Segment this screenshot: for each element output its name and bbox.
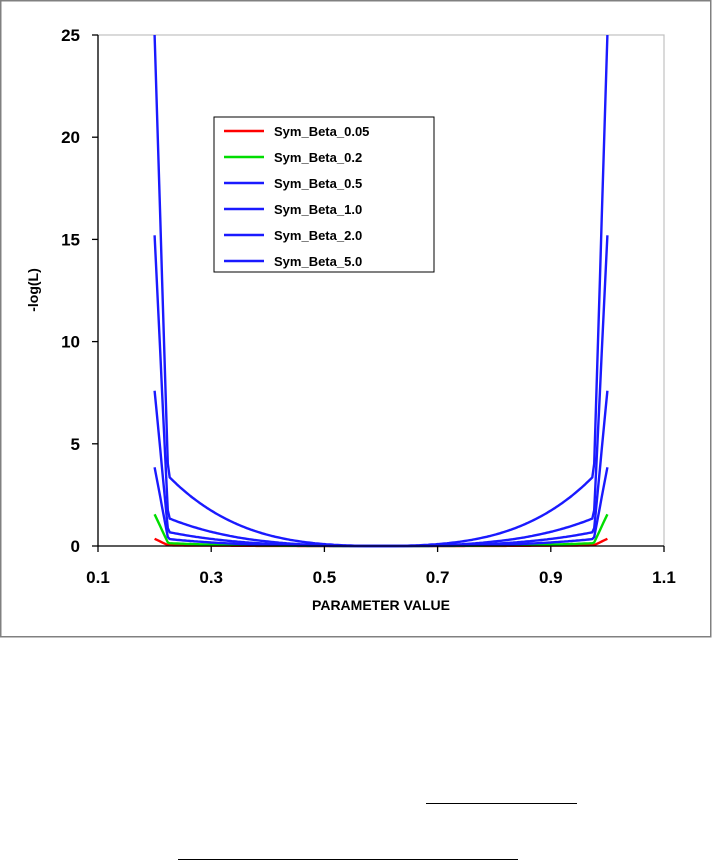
x-tick-label: 0.1 (86, 568, 110, 587)
legend-label: Sym_Beta_5.0 (274, 254, 362, 269)
legend-label: Sym_Beta_0.05 (274, 124, 369, 139)
y-tick-label: 5 (71, 435, 80, 454)
tick-layer: 0.1 0.3 0.5 0.7 0.9 1.1 0 5 10 15 20 25 (61, 26, 676, 587)
y-tick-label: 15 (61, 230, 80, 249)
x-tick-label: 0.9 (539, 568, 563, 587)
y-tick-label: 10 (61, 333, 80, 352)
legend-label: Sym_Beta_0.2 (274, 150, 362, 165)
legend-label: Sym_Beta_0.5 (274, 176, 362, 191)
plot-area (97, 34, 665, 547)
legend-label: Sym_Beta_2.0 (274, 228, 362, 243)
signature-line-short (426, 803, 577, 804)
x-tick-label: 0.7 (426, 568, 450, 587)
chart-frame: 0.1 0.3 0.5 0.7 0.9 1.1 0 5 10 15 20 25 PARAMETER V… (0, 0, 712, 638)
x-tick-label: 0.5 (313, 568, 337, 587)
chart-svg: 0.1 0.3 0.5 0.7 0.9 1.1 0 5 10 15 20 25 PARAMETER V… (0, 0, 712, 638)
x-tick-label: 0.3 (199, 568, 223, 587)
y-tick-label: 0 (71, 537, 80, 556)
x-tick-label: 1.1 (652, 568, 676, 587)
x-axis-title: PARAMETER VALUE (312, 597, 450, 613)
legend-label: Sym_Beta_1.0 (274, 202, 362, 217)
legend-box (213, 116, 435, 273)
signature-line-long (178, 859, 518, 860)
y-tick-label: 20 (61, 128, 80, 147)
y-tick-label: 25 (61, 26, 80, 45)
y-axis-title: -log(L) (25, 268, 41, 312)
legend: Sym_Beta_0.05 Sym_Beta_0.2 Sym_Beta_0.5 Sym… (213, 116, 435, 273)
